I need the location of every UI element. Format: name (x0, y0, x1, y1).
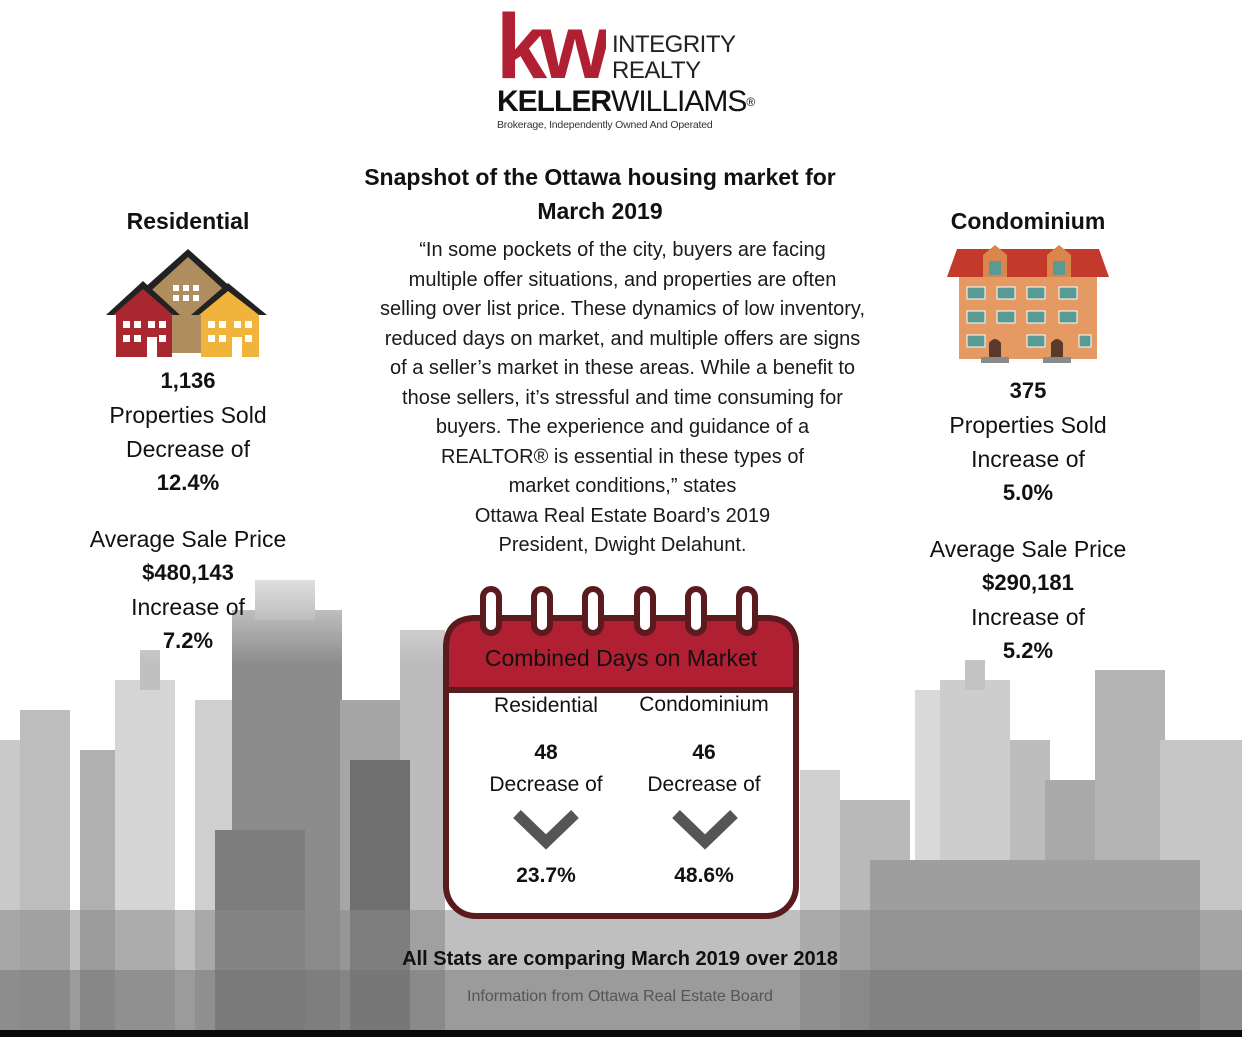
residential-sold-label: Properties Sold (109, 402, 267, 428)
comparison-note: All Stats are comparing March 2019 over … (402, 948, 838, 970)
quote-line: buyers. The experience and guidance of a (435, 416, 810, 438)
quote-line: President, Dwight Delahunt. (498, 534, 747, 556)
condominium-sold-label: Properties Sold (949, 412, 1107, 438)
residential-heading: Residential (126, 208, 250, 234)
residential-price-change-label: Increase of (131, 594, 245, 620)
residential-sold-change-label: Decrease of (125, 436, 250, 462)
residential-sold-count: 1,136 (160, 368, 216, 393)
calendar-residential: Residential 48 Decrease of 23.7% (466, 692, 626, 888)
condominium-heading: Condominium (950, 208, 1106, 234)
quote-line: those sellers, it’s stressful and time c… (402, 386, 843, 409)
chevron-down-icon (672, 810, 738, 850)
calendar-residential-change-label: Decrease of (489, 773, 603, 796)
kw-logo-text: kw (496, 8, 606, 88)
condominium-price: $290,181 (982, 570, 1074, 595)
residential-price-label: Average Sale Price (89, 526, 287, 552)
calendar-residential-label: Residential (494, 694, 598, 717)
residential-price-change: 7.2% (162, 628, 214, 653)
logo-williams: WILLIAMS (611, 85, 747, 118)
calendar-residential-change: 23.7% (516, 864, 576, 887)
condominium-sold-count: 375 (1009, 378, 1047, 403)
condo-building-icon (947, 245, 1109, 363)
calendar-condominium-change: 48.6% (674, 864, 734, 887)
page-title: Snapshot of the Ottawa housing market fo… (330, 160, 870, 228)
condominium-stats: Condominium 375 Properties Sold Increase… (908, 208, 1148, 668)
residential-sold-change: 12.4% (156, 470, 220, 495)
quote-line: of a seller’s market in these areas. Whi… (389, 357, 856, 379)
houses-icon (106, 249, 267, 357)
kw-logo-icon: kw (496, 8, 606, 88)
market-quote: “In some pockets of the city, buyers are… (355, 236, 890, 561)
logo-registered: ® (746, 95, 755, 109)
calendar-condominium: Condominium 46 Decrease of 48.6% (624, 691, 784, 888)
condominium-price-label: Average Sale Price (929, 536, 1127, 562)
quote-line: multiple offer situations, and propertie… (408, 268, 837, 291)
title-line-2: March 2019 (537, 198, 663, 224)
residential-stats: Residential 1,136 Properties Sold Decrea… (68, 208, 308, 658)
condominium-sold-change: 5.0% (1002, 480, 1054, 505)
logo-keller-williams: KELLERWILLIAMS® (497, 85, 755, 118)
chevron-down-icon (513, 810, 579, 850)
calendar-residential-days: 48 (534, 741, 558, 764)
condominium-price-change-label: Increase of (971, 604, 1085, 630)
logo-tagline: Brokerage, Independently Owned And Opera… (497, 119, 713, 131)
city-skyline-background (0, 540, 1242, 1037)
calendar-condominium-label: Condominium (639, 693, 769, 716)
logo-keller: KELLER (497, 85, 612, 118)
condominium-sold-change-label: Increase of (971, 446, 1085, 472)
source-note: Information from Ottawa Real Estate Boar… (467, 988, 773, 1005)
condominium-price-change: 5.2% (1002, 638, 1054, 663)
logo-realty: REALTY (612, 57, 701, 84)
quote-line: REALTOR® is essential in these types of (440, 445, 805, 468)
logo-integrity: INTEGRITY (612, 31, 736, 58)
calendar-condominium-days: 46 (692, 741, 716, 764)
quote-line: Ottawa Real Estate Board’s 2019 (474, 504, 771, 527)
bottom-border (0, 1030, 1242, 1037)
quote-line: reduced days on market, and multiple off… (384, 327, 861, 350)
quote-line: selling over list price. These dynamics … (379, 298, 866, 320)
title-line-1: Snapshot of the Ottawa housing market fo… (364, 164, 836, 190)
quote-line: market conditions,” states (508, 475, 737, 497)
quote-line: “In some pockets of the city, buyers are… (419, 239, 826, 261)
residential-price: $480,143 (142, 560, 234, 585)
calendar-title: Combined Days on Market (484, 645, 758, 671)
calendar-condominium-change-label: Decrease of (647, 773, 761, 796)
